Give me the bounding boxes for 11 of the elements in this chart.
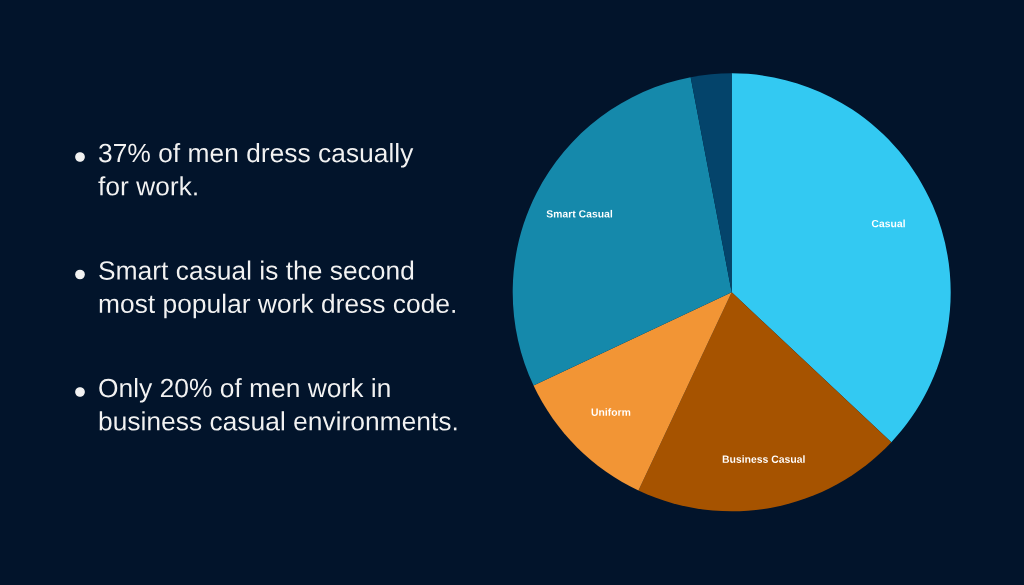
slice-label: Business Casual [722, 455, 805, 463]
slice-label: Uniform [591, 408, 631, 416]
pie-slice [638, 292, 892, 512]
text: 37% of men dress casually for work. [98, 143, 414, 196]
slice-label: Smart Casual [546, 209, 613, 218]
text: Smart casual is the second most popular work dress code. [99, 260, 455, 319]
text: Only 20% of men work in business casual environments. [99, 378, 457, 431]
pie-slice [690, 73, 732, 293]
pie-slice [512, 77, 732, 386]
slice-label: Casual [871, 219, 905, 228]
pie-slice [731, 73, 951, 443]
